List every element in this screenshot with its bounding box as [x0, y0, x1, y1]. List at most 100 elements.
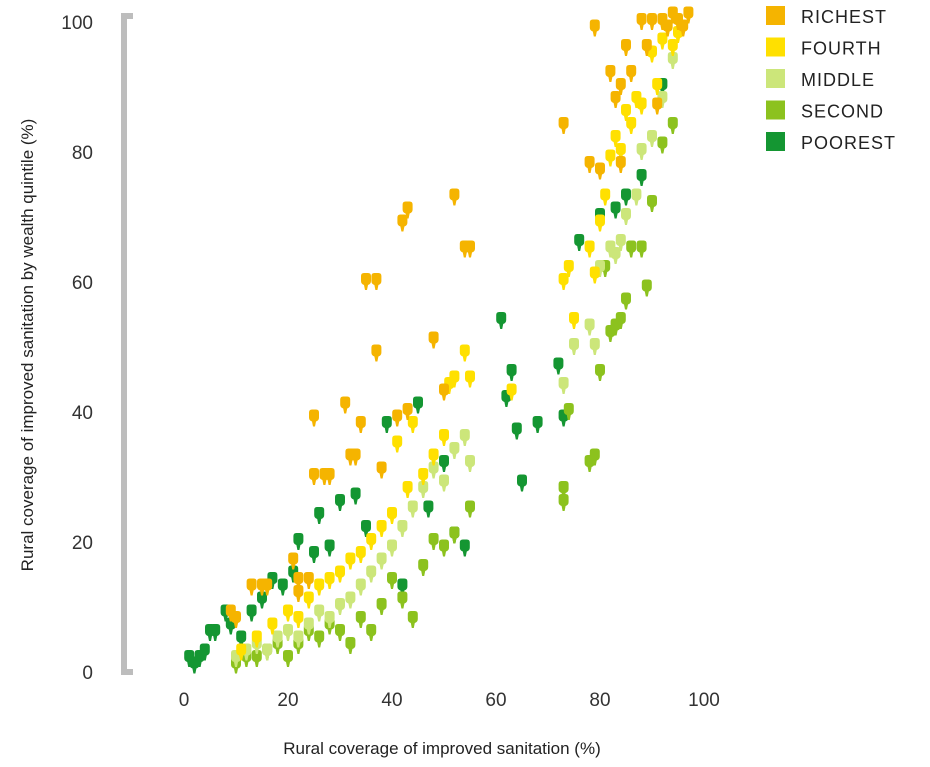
- point-richest: [371, 273, 382, 290]
- legend-swatch-poorest: [766, 132, 785, 151]
- point-middle: [387, 539, 397, 557]
- point-middle: [647, 130, 657, 147]
- point-middle: [407, 500, 418, 518]
- point-middle: [631, 188, 642, 206]
- legend-swatch-richest: [766, 6, 785, 25]
- point-richest: [678, 19, 689, 37]
- x-tick-label: 20: [277, 690, 298, 711]
- point-middle: [293, 630, 304, 648]
- point-second: [657, 136, 668, 154]
- point-richest: [652, 97, 663, 115]
- legend-swatch-second: [766, 100, 785, 120]
- point-fourth: [387, 507, 397, 524]
- point-second: [428, 533, 439, 550]
- point-middle: [418, 481, 429, 498]
- point-fourth: [610, 130, 621, 147]
- point-fourth: [465, 370, 475, 388]
- point-richest: [225, 604, 236, 622]
- point-second: [449, 526, 460, 544]
- point-poorest: [361, 520, 371, 537]
- point-poorest: [210, 624, 221, 641]
- point-richest: [392, 409, 403, 427]
- point-poorest: [423, 500, 434, 518]
- point-richest: [402, 403, 413, 420]
- point-poorest: [439, 455, 449, 472]
- point-middle: [314, 604, 325, 622]
- point-middle: [376, 552, 387, 570]
- point-middle: [605, 240, 616, 258]
- point-fourth: [506, 383, 517, 401]
- point-richest: [309, 468, 319, 485]
- point-poorest: [324, 539, 335, 557]
- y-tick-label: 80: [72, 143, 93, 164]
- point-second: [251, 650, 262, 667]
- legend-swatch-middle: [766, 69, 785, 88]
- point-richest: [465, 240, 475, 258]
- legend-label-fourth: FOURTH: [801, 39, 882, 59]
- point-fourth: [345, 552, 356, 570]
- point-fourth: [563, 260, 574, 277]
- point-second: [667, 117, 678, 134]
- point-richest: [610, 91, 621, 108]
- point-richest: [683, 6, 694, 24]
- point-poorest: [397, 578, 408, 596]
- point-fourth: [407, 416, 418, 433]
- point-fourth: [314, 578, 325, 596]
- point-fourth: [428, 448, 439, 466]
- point-middle: [439, 474, 449, 492]
- point-second: [376, 598, 387, 615]
- point-richest: [371, 344, 382, 362]
- data-points: [184, 6, 694, 674]
- point-middle: [569, 338, 579, 355]
- point-poorest: [277, 578, 288, 596]
- point-poorest: [293, 533, 304, 550]
- point-richest: [626, 65, 637, 82]
- point-fourth: [449, 370, 460, 388]
- point-poorest: [459, 539, 470, 557]
- point-richest: [355, 416, 366, 433]
- point-richest: [309, 409, 319, 427]
- point-middle: [397, 520, 408, 537]
- point-fourth: [267, 617, 278, 635]
- point-poorest: [267, 572, 278, 589]
- point-richest: [584, 156, 595, 173]
- point-second: [283, 650, 293, 667]
- legend-label-middle: MIDDLE: [801, 70, 875, 90]
- point-fourth: [657, 32, 668, 50]
- y-tick-label: 100: [61, 13, 93, 34]
- point-poorest: [246, 604, 257, 622]
- point-fourth: [303, 591, 314, 609]
- point-fourth: [631, 91, 642, 108]
- point-richest: [615, 78, 626, 95]
- point-richest: [439, 383, 449, 401]
- point-poorest: [506, 364, 517, 381]
- point-middle: [449, 442, 460, 459]
- y-tick-label: 20: [72, 533, 93, 554]
- point-richest: [636, 13, 647, 30]
- point-richest: [376, 461, 387, 479]
- point-middle: [303, 617, 314, 635]
- point-fourth: [621, 104, 631, 121]
- y-tick-labels: 0 20 40 60 80 100: [61, 13, 93, 684]
- point-fourth: [236, 643, 247, 661]
- legend-label-richest: RICHEST: [801, 7, 887, 27]
- point-fourth: [293, 611, 304, 628]
- point-richest: [657, 13, 668, 30]
- point-second: [335, 624, 345, 641]
- y-axis-title: Rural coverage of improved sanitation by…: [18, 119, 37, 572]
- point-fourth: [418, 468, 429, 485]
- point-second: [397, 591, 408, 609]
- point-poorest: [184, 650, 195, 667]
- y-axis-bracket: [121, 13, 133, 675]
- point-fourth: [324, 572, 335, 589]
- point-middle: [272, 630, 283, 648]
- point-richest: [605, 65, 616, 82]
- point-fourth: [569, 312, 579, 329]
- point-poorest: [236, 630, 247, 648]
- point-fourth: [459, 344, 470, 362]
- point-fourth: [392, 435, 403, 453]
- point-middle: [428, 461, 439, 479]
- point-poorest: [257, 591, 267, 609]
- point-poorest: [288, 565, 299, 583]
- point-middle: [335, 598, 345, 615]
